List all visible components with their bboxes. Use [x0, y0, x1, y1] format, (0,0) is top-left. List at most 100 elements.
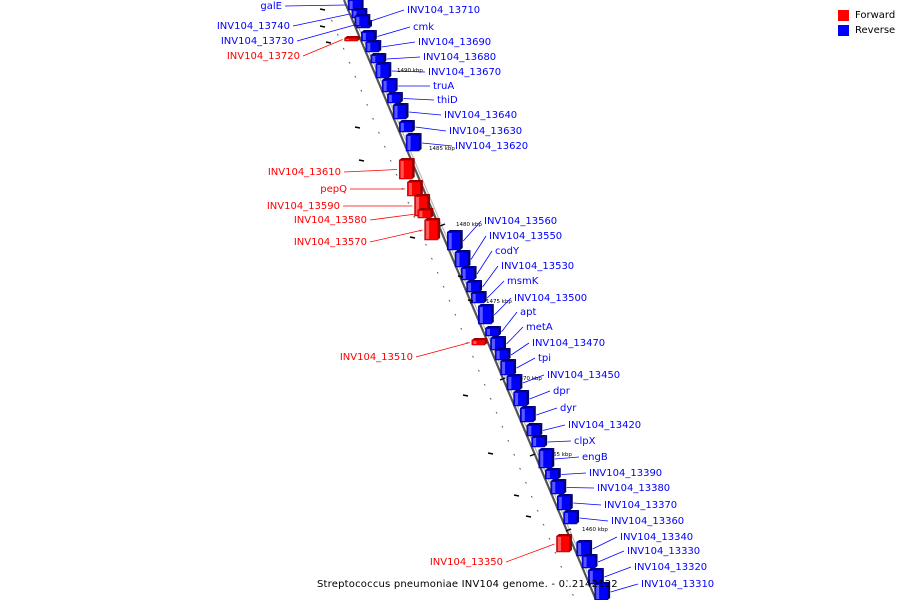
- gene-label: INV104_13330: [627, 546, 700, 557]
- gene-block-top: [513, 390, 530, 392]
- gene-leader-line: [486, 280, 505, 299]
- gene-block-top: [361, 30, 377, 32]
- gene-block-top: [471, 338, 488, 340]
- gene-block-highlight: [448, 233, 452, 249]
- legend-label-reverse: Reverse: [855, 25, 896, 36]
- guide-dot: [383, 145, 386, 148]
- guide-dot: [407, 201, 410, 204]
- gene-block-side: [412, 158, 415, 179]
- gene-label: INV104_13720: [227, 51, 300, 62]
- gene-block-side: [430, 208, 434, 218]
- gene-block-highlight: [578, 543, 582, 555]
- gene-label: INV104_13740: [217, 21, 290, 32]
- guide-dot: [477, 369, 480, 372]
- gene-block-top: [490, 336, 506, 338]
- gene-block-highlight: [407, 136, 411, 150]
- gene-block: [470, 292, 485, 304]
- gene-block-side: [508, 348, 511, 360]
- legend-item-forward: Forward: [838, 8, 895, 23]
- tick-label: 1480 kbp: [456, 222, 482, 228]
- gene-block-side: [551, 448, 555, 468]
- gene-label: INV104_13630: [449, 126, 522, 137]
- track-dash: [462, 394, 469, 397]
- gene-block-side: [406, 103, 409, 119]
- gene-feature: INV104_13550: [454, 231, 562, 268]
- track-dash: [319, 8, 326, 11]
- gene-label: INV104_13420: [568, 420, 641, 431]
- gene-label: INV104_13350: [430, 557, 503, 568]
- tick-mark: [499, 377, 506, 381]
- gene-block-side: [563, 479, 567, 494]
- gene-label: INV104_13640: [444, 110, 517, 121]
- gene-block-highlight: [540, 451, 544, 467]
- gene-block-side: [558, 468, 561, 479]
- gene-leader-line: [470, 235, 487, 260]
- gene-feature: truA: [381, 78, 454, 93]
- gene-block-top: [545, 468, 561, 470]
- gene-block-highlight: [491, 339, 495, 349]
- gene-feature: INV104_13330: [581, 546, 700, 569]
- gene-feature: clpX: [531, 435, 596, 448]
- gene-block-top: [407, 180, 423, 182]
- gene-block-top: [454, 250, 471, 252]
- guide-dot: [483, 383, 486, 386]
- gene-block-highlight: [473, 341, 477, 344]
- gene-leader-line: [415, 126, 447, 132]
- gene-feature: INV104_13740: [217, 8, 368, 32]
- gene-block-side: [467, 250, 471, 267]
- gene-block-top: [556, 534, 572, 536]
- guide-dot: [507, 439, 510, 442]
- gene-leader-line: [566, 487, 595, 489]
- tick-label: 1460 kbp: [582, 527, 608, 533]
- tick-mark: [565, 528, 572, 532]
- gene-block-top: [417, 208, 434, 210]
- gene-block-side: [589, 540, 593, 556]
- gene-block: [538, 449, 553, 469]
- guide-dot: [566, 579, 569, 582]
- gene-block-top: [485, 326, 501, 328]
- gene-block: [556, 535, 570, 553]
- gene-feature: INV104_13690: [365, 37, 491, 53]
- gene-block-side: [474, 266, 477, 280]
- gene-block-side: [607, 582, 611, 600]
- gene-block-side: [539, 423, 543, 436]
- gene-block: [407, 181, 421, 197]
- gene-block-side: [484, 291, 487, 303]
- guide-dot: [472, 355, 474, 358]
- gene-block-top: [351, 8, 368, 10]
- gene-block-side: [420, 180, 423, 196]
- gene-label: INV104_13680: [423, 52, 496, 63]
- track-dash: [457, 275, 464, 278]
- track-dash: [358, 159, 365, 162]
- gene-block-highlight: [346, 39, 350, 40]
- gene-label: INV104_13320: [634, 562, 707, 573]
- gene-block-top: [344, 36, 361, 38]
- gene-block-top: [387, 92, 403, 94]
- gene-block: [531, 436, 545, 448]
- guide-dot: [542, 523, 545, 526]
- gene-feature: msmK: [470, 276, 539, 304]
- track-dash: [319, 25, 326, 28]
- gene-leader-line: [409, 111, 442, 116]
- gene-block-top: [531, 435, 548, 437]
- gene-label: INV104_13450: [547, 370, 620, 381]
- gene-feature: thiD: [387, 92, 458, 106]
- gene-leader-line: [597, 550, 625, 563]
- gene-feature: INV104_13560: [446, 216, 557, 251]
- gene-block-highlight: [486, 329, 490, 335]
- gene-feature: INV104_13580: [294, 208, 434, 226]
- gene-leader-line: [579, 517, 609, 522]
- gene-leader-line: [296, 24, 355, 42]
- gene-leader-line: [302, 39, 343, 57]
- gene-leader-line: [403, 98, 435, 101]
- gene-block-top: [414, 194, 431, 196]
- gene-feature: INV104_13370: [557, 494, 677, 511]
- gene-leader-line: [561, 472, 587, 475]
- gene-block: [485, 327, 499, 337]
- gene-block: [520, 407, 534, 423]
- track-dash: [467, 299, 474, 302]
- guide-dot: [454, 313, 457, 316]
- gene-block: [387, 93, 401, 104]
- gene-block-top: [399, 158, 415, 160]
- gene-block-top: [393, 103, 409, 105]
